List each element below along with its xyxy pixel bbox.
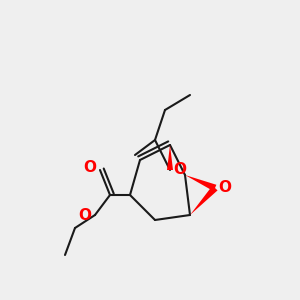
Text: O: O [218, 181, 231, 196]
Polygon shape [190, 186, 218, 215]
Polygon shape [185, 175, 216, 191]
Text: O: O [78, 208, 91, 223]
Polygon shape [167, 145, 173, 170]
Text: O: O [173, 163, 186, 178]
Text: O: O [83, 160, 96, 175]
